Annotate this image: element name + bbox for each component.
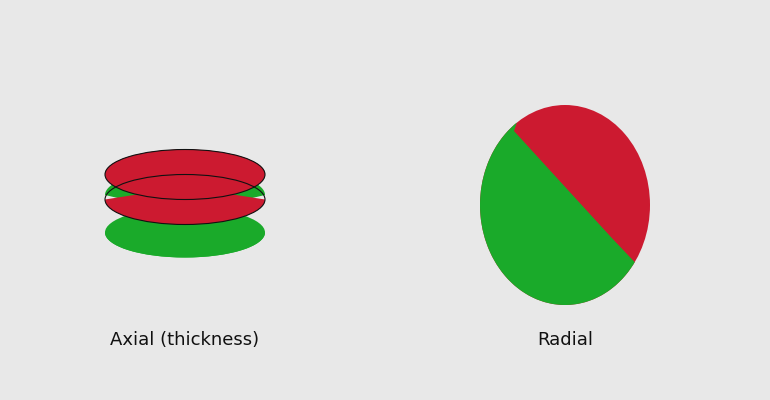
Text: Radial: Radial — [537, 331, 593, 349]
PathPatch shape — [105, 170, 265, 258]
Ellipse shape — [480, 105, 650, 305]
PathPatch shape — [105, 150, 265, 224]
Ellipse shape — [105, 208, 265, 258]
Text: Axial (thickness): Axial (thickness) — [110, 331, 259, 349]
PathPatch shape — [480, 123, 634, 305]
Ellipse shape — [105, 150, 265, 200]
